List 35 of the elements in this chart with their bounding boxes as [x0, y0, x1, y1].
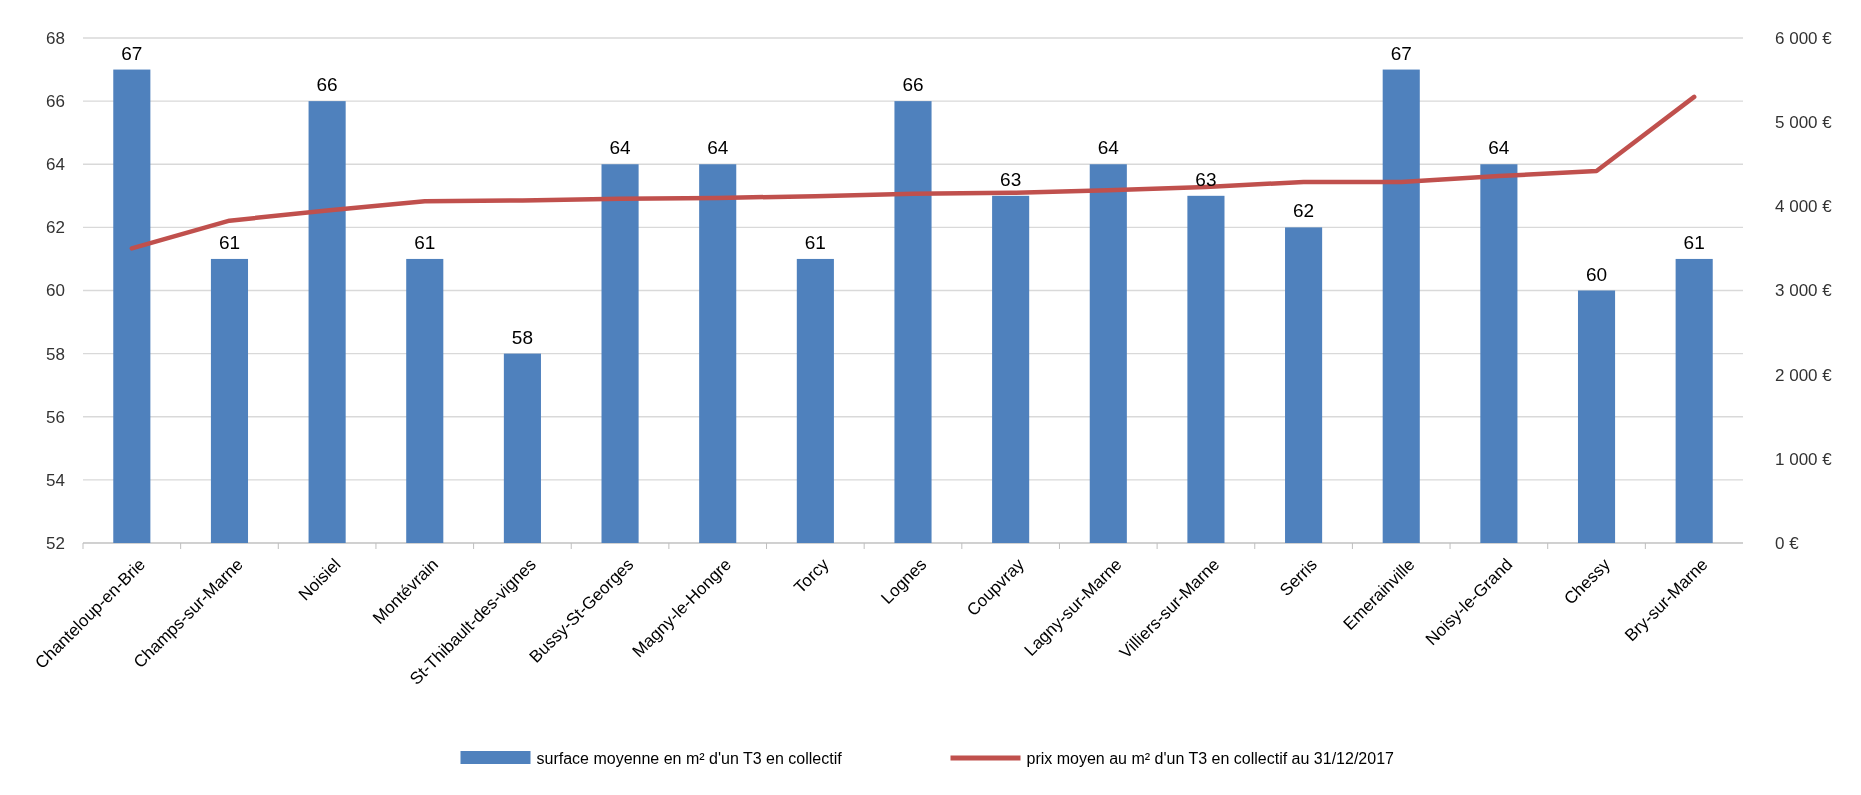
- y-tick-label: 62: [46, 218, 65, 238]
- data-label: 60: [1585, 263, 1608, 285]
- data-label: 66: [316, 74, 338, 96]
- y2-tick-label: 3 000 €: [1775, 281, 1833, 301]
- y2-tick-label: 4 000 €: [1775, 197, 1833, 217]
- data-label: 58: [511, 326, 533, 348]
- legend-label: surface moyenne en m² d'un T3 en collectif: [536, 749, 843, 767]
- data-label: 64: [707, 137, 729, 159]
- data-label: 61: [804, 231, 826, 253]
- y-tick-label: 64: [46, 155, 65, 175]
- data-label: 64: [1097, 137, 1120, 159]
- y2-tick-label: 2 000 €: [1775, 365, 1833, 385]
- data-label: 66: [902, 74, 924, 96]
- data-label: 62: [1293, 200, 1315, 222]
- y-tick-label: 68: [46, 28, 65, 48]
- data-label: 61: [414, 231, 436, 253]
- legend-label: prix moyen au m² d'un T3 en collectif au 31/12/2017: [1026, 749, 1395, 767]
- y-tick-label: 52: [46, 533, 65, 553]
- data-label: 67: [1390, 42, 1412, 64]
- y2-tick-label: 5 000 €: [1775, 113, 1833, 133]
- data-label: 67: [121, 42, 143, 64]
- data-label: 63: [1195, 168, 1217, 190]
- y-tick-label: 56: [46, 407, 65, 427]
- data-label: 64: [1488, 137, 1510, 159]
- data-label: 61: [218, 231, 241, 253]
- y2-tick-label: 1 000 €: [1775, 449, 1833, 469]
- data-label: 63: [1000, 168, 1022, 190]
- y-tick-label: 60: [46, 281, 65, 301]
- y2-tick-label: 6 000 €: [1775, 28, 1833, 48]
- y-tick-label: 66: [46, 92, 65, 112]
- data-label: 61: [1683, 231, 1705, 253]
- y-tick-label: 58: [46, 344, 65, 364]
- data-label: 64: [609, 137, 632, 159]
- y2-tick-label: 0 €: [1775, 533, 1800, 553]
- y-tick-label: 54: [46, 470, 65, 490]
